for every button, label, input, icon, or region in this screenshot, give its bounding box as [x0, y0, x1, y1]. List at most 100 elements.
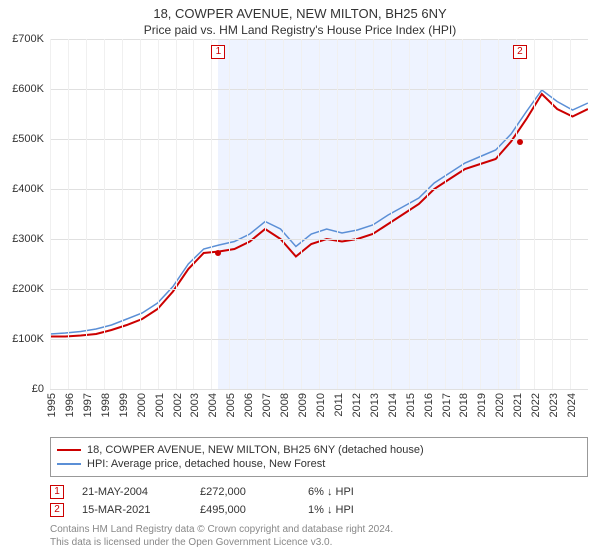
- gridline-vertical: [193, 39, 194, 389]
- x-tick-label: 2019: [476, 393, 488, 417]
- sale-row: 2 15-MAR-2021 £495,000 1% ↓ HPI: [50, 503, 588, 517]
- gridline-vertical: [247, 39, 248, 389]
- main-title: 18, COWPER AVENUE, NEW MILTON, BH25 6NY: [0, 6, 600, 21]
- legend-swatch: [57, 449, 81, 451]
- legend-box: 18, COWPER AVENUE, NEW MILTON, BH25 6NY …: [50, 437, 588, 477]
- x-tick-label: 2016: [423, 393, 435, 417]
- x-tick-label: 2008: [279, 393, 291, 417]
- gridline-vertical: [552, 39, 553, 389]
- sale-date: 15-MAR-2021: [82, 504, 182, 516]
- gridline-vertical: [391, 39, 392, 389]
- gridline-vertical: [122, 39, 123, 389]
- x-tick-label: 2015: [405, 393, 417, 417]
- x-tick-label: 2024: [566, 393, 578, 417]
- footer: Contains HM Land Registry data © Crown c…: [50, 523, 588, 549]
- sale-price: £272,000: [200, 486, 290, 498]
- y-tick-label: £200K: [12, 283, 44, 295]
- x-tick-label: 2012: [351, 393, 363, 417]
- legend-label: 18, COWPER AVENUE, NEW MILTON, BH25 6NY …: [87, 444, 424, 456]
- x-tick-label: 2022: [530, 393, 542, 417]
- y-tick-label: £100K: [12, 333, 44, 345]
- y-tick-label: £500K: [12, 133, 44, 145]
- gridline-vertical: [301, 39, 302, 389]
- legend-row: 18, COWPER AVENUE, NEW MILTON, BH25 6NY …: [57, 444, 581, 456]
- gridline-vertical: [570, 39, 571, 389]
- y-tick-label: £400K: [12, 183, 44, 195]
- gridline-vertical: [50, 39, 51, 389]
- gridline-horizontal: [50, 389, 588, 390]
- gridline-vertical: [534, 39, 535, 389]
- title-block: 18, COWPER AVENUE, NEW MILTON, BH25 6NY …: [0, 0, 600, 39]
- x-tick-label: 1998: [100, 393, 112, 417]
- x-tick-label: 2023: [548, 393, 560, 417]
- y-tick-label: £700K: [12, 33, 44, 45]
- sub-title: Price paid vs. HM Land Registry's House …: [0, 23, 600, 37]
- x-tick-label: 2007: [261, 393, 273, 417]
- x-tick-label: 2021: [512, 393, 524, 417]
- x-tick-label: 2017: [441, 393, 453, 417]
- gridline-vertical: [86, 39, 87, 389]
- x-tick-label: 2013: [369, 393, 381, 417]
- x-tick-label: 2003: [189, 393, 201, 417]
- sale-diff: 6% ↓ HPI: [308, 486, 388, 498]
- x-tick-label: 2004: [207, 393, 219, 417]
- x-tick-label: 2010: [315, 393, 327, 417]
- footer-line-1: Contains HM Land Registry data © Crown c…: [50, 523, 588, 536]
- sale-point-dot: [517, 139, 523, 145]
- x-tick-label: 2001: [154, 393, 166, 417]
- x-tick-label: 1999: [118, 393, 130, 417]
- sale-row-marker: 2: [50, 503, 64, 517]
- gridline-vertical: [140, 39, 141, 389]
- sale-diff: 1% ↓ HPI: [308, 504, 388, 516]
- gridline-vertical: [283, 39, 284, 389]
- plot-region: £0£100K£200K£300K£400K£500K£600K£700K199…: [50, 39, 588, 389]
- gridline-vertical: [211, 39, 212, 389]
- gridline-vertical: [409, 39, 410, 389]
- gridline-vertical: [68, 39, 69, 389]
- gridline-vertical: [445, 39, 446, 389]
- x-tick-label: 2018: [458, 393, 470, 417]
- sales-table: 1 21-MAY-2004 £272,000 6% ↓ HPI 2 15-MAR-2021…: [50, 485, 588, 517]
- y-tick-label: £300K: [12, 233, 44, 245]
- chart-area: £0£100K£200K£300K£400K£500K£600K£700K199…: [50, 39, 588, 389]
- gridline-vertical: [229, 39, 230, 389]
- sale-row-marker: 1: [50, 485, 64, 499]
- sale-point-dot: [215, 250, 221, 256]
- x-tick-label: 2020: [494, 393, 506, 417]
- gridline-vertical: [462, 39, 463, 389]
- gridline-vertical: [104, 39, 105, 389]
- x-tick-label: 2006: [243, 393, 255, 417]
- gridline-vertical: [265, 39, 266, 389]
- gridline-vertical: [337, 39, 338, 389]
- gridline-vertical: [319, 39, 320, 389]
- x-tick-label: 1996: [64, 393, 76, 417]
- x-tick-label: 2011: [333, 393, 345, 417]
- legend-section: 18, COWPER AVENUE, NEW MILTON, BH25 6NY …: [50, 437, 588, 477]
- y-tick-label: £0: [32, 383, 44, 395]
- x-tick-label: 2009: [297, 393, 309, 417]
- gridline-vertical: [373, 39, 374, 389]
- x-tick-label: 2002: [172, 393, 184, 417]
- sale-point-marker: 1: [211, 45, 225, 59]
- gridline-vertical: [355, 39, 356, 389]
- sale-point-marker: 2: [513, 45, 527, 59]
- gridline-vertical: [498, 39, 499, 389]
- gridline-vertical: [480, 39, 481, 389]
- legend-row: HPI: Average price, detached house, New …: [57, 458, 581, 470]
- y-tick-label: £600K: [12, 83, 44, 95]
- gridline-vertical: [516, 39, 517, 389]
- gridline-vertical: [158, 39, 159, 389]
- x-tick-label: 1997: [82, 393, 94, 417]
- legend-label: HPI: Average price, detached house, New …: [87, 458, 325, 470]
- x-tick-label: 2000: [136, 393, 148, 417]
- footer-line-2: This data is licensed under the Open Gov…: [50, 536, 588, 549]
- sale-date: 21-MAY-2004: [82, 486, 182, 498]
- x-tick-label: 2005: [225, 393, 237, 417]
- legend-swatch: [57, 463, 81, 465]
- gridline-vertical: [176, 39, 177, 389]
- sale-row: 1 21-MAY-2004 £272,000 6% ↓ HPI: [50, 485, 588, 499]
- sale-price: £495,000: [200, 504, 290, 516]
- gridline-vertical: [427, 39, 428, 389]
- x-tick-label: 2014: [387, 393, 399, 417]
- x-tick-label: 1995: [46, 393, 58, 417]
